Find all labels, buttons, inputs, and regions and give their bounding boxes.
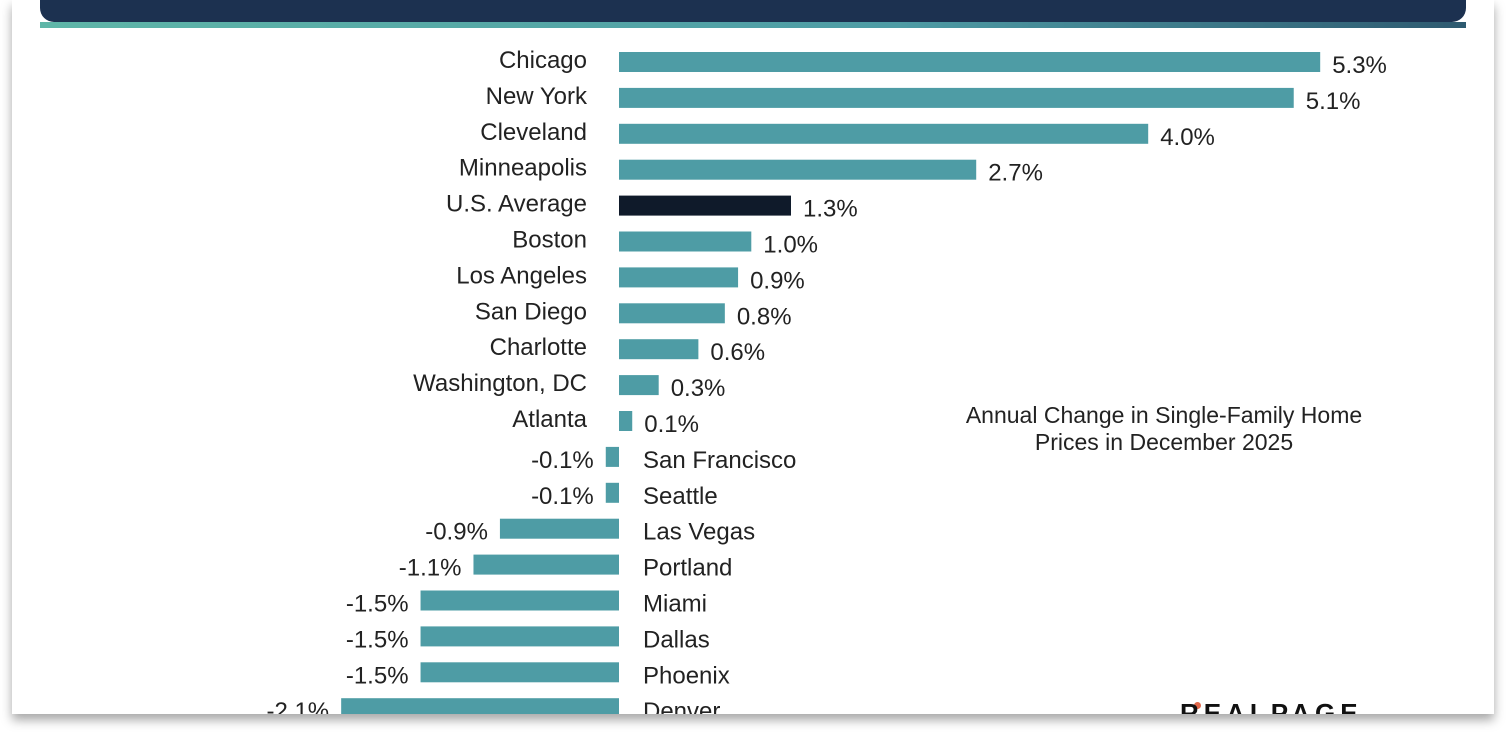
data-label: -1.5% [346,626,409,653]
category-label: Atlanta [512,406,587,433]
bar-phoenix [420,662,619,683]
bar-portland [473,554,619,575]
category-label: San Francisco [643,447,796,474]
bar-san-francisco [605,446,619,467]
category-label: Las Vegas [643,519,755,546]
bar-denver [341,698,619,714]
category-label: Cleveland [480,119,587,146]
data-label: -1.5% [346,591,409,618]
realpage-logo: REALPAGE [1180,698,1363,714]
header-bar [40,0,1466,22]
bar-chicago [619,52,1321,72]
bar-boston [619,231,752,252]
bar-dallas [420,626,619,647]
category-label: Phoenix [643,662,730,689]
chart-card: REALPAGE [40,0,1466,714]
data-label: -0.1% [531,447,594,474]
data-label: 0.8% [737,303,792,330]
category-label: U.S. Average [446,191,587,218]
chart-title: Prices in December 2025 [1035,429,1293,455]
bar-cleveland [619,123,1149,144]
bar-washington-dc [619,375,659,396]
category-label: Boston [512,227,587,254]
data-label: 5.3% [1332,52,1387,79]
category-label: Portland [643,555,732,582]
category-label: Dallas [643,626,710,653]
logo-dot-icon [1194,702,1201,709]
category-label: Seattle [643,483,718,510]
bar-seattle [605,482,619,503]
data-label: -0.9% [425,519,488,546]
data-label: -0.1% [531,483,594,510]
chart-title: Annual Change in Single-Family Home [966,402,1362,428]
bar-las-vegas [499,518,619,539]
data-label: -1.5% [346,662,409,689]
bar-new-york [619,87,1294,108]
data-label: 1.0% [763,232,818,259]
bar-u-s-average [619,195,791,216]
category-label: Miami [643,591,707,618]
category-label: Washington, DC [413,370,587,397]
data-label: 0.9% [750,267,805,294]
category-label: San Diego [475,298,587,325]
category-label: Charlotte [490,334,587,361]
category-label: Minneapolis [459,155,587,182]
bar-atlanta [619,411,633,431]
bar-minneapolis [619,159,977,180]
data-label: 2.7% [988,160,1043,187]
data-label: 1.3% [803,196,858,223]
bar-los-angeles [619,267,739,288]
header-stripe [40,22,1466,28]
bar-san-diego [619,303,725,324]
data-label: 0.3% [671,375,726,402]
category-label: Denver [643,698,720,714]
data-label: 0.1% [644,411,699,438]
data-label: 5.1% [1306,88,1361,115]
bar-miami [420,590,619,611]
category-label: New York [486,83,588,110]
category-label: Los Angeles [456,262,587,289]
data-label: 0.6% [710,339,765,366]
bar-charlotte [619,339,699,360]
bar-chart: Chicago 5.3% New York 5.1% Cleveland 4.0% Minn… [266,47,1387,714]
data-label: -2.1% [266,698,329,714]
data-label: -1.1% [399,555,462,582]
category-label: Chicago [499,47,587,74]
data-label: 4.0% [1160,124,1215,151]
